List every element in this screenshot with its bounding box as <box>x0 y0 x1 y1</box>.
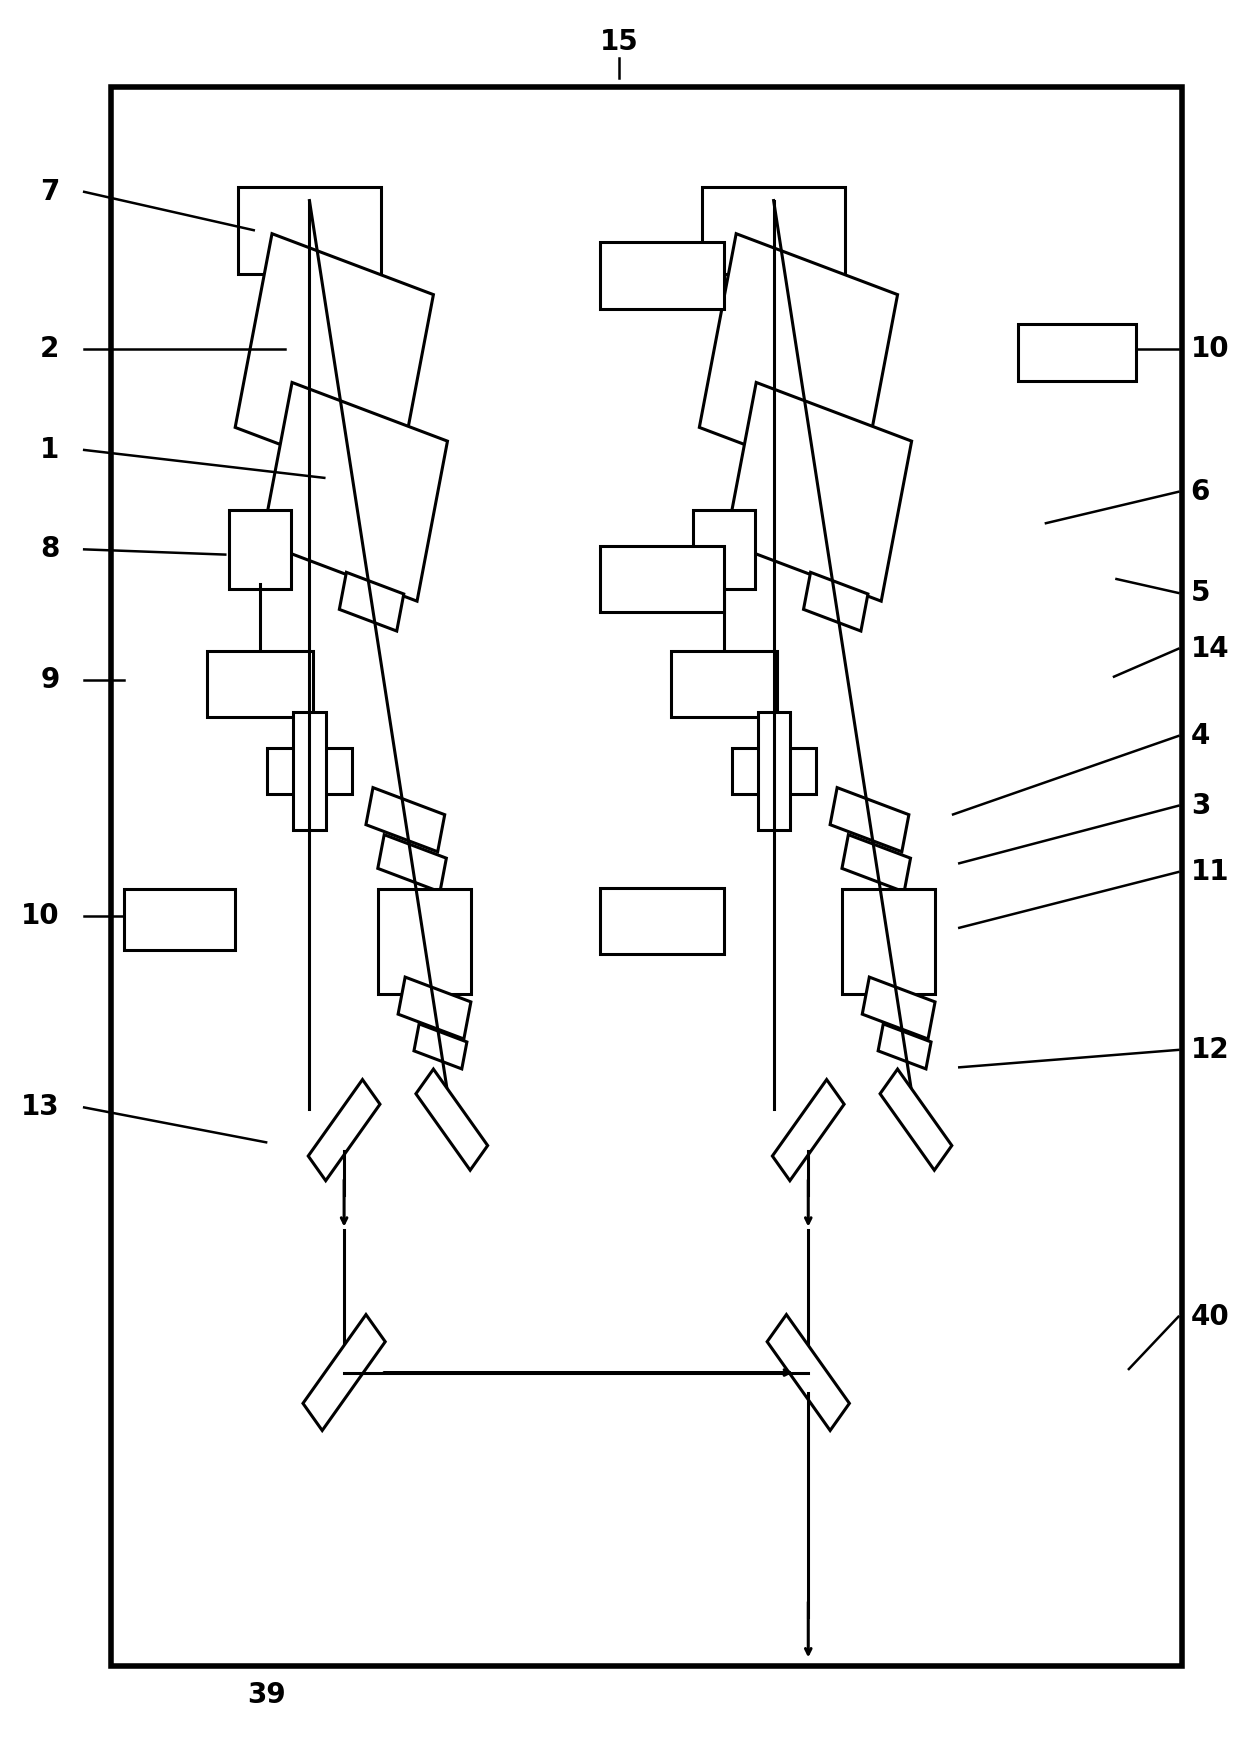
Text: 2: 2 <box>40 335 60 363</box>
Bar <box>414 1024 467 1069</box>
Bar <box>268 748 351 794</box>
Bar <box>229 509 291 588</box>
Text: 12: 12 <box>1190 1036 1229 1064</box>
Text: 8: 8 <box>40 535 60 563</box>
Bar <box>600 242 724 309</box>
Bar <box>112 87 1182 1666</box>
Text: 10: 10 <box>21 902 60 930</box>
Bar <box>415 1069 487 1170</box>
Text: 15: 15 <box>599 28 639 56</box>
Text: 11: 11 <box>1190 858 1229 886</box>
Bar <box>862 977 935 1039</box>
Bar <box>768 1315 849 1430</box>
Bar <box>294 712 326 830</box>
Text: 39: 39 <box>247 1681 285 1709</box>
Bar <box>758 712 790 830</box>
Bar <box>702 187 844 274</box>
Bar <box>207 651 312 717</box>
Bar <box>378 889 471 994</box>
Bar <box>804 572 868 631</box>
Bar <box>340 572 404 631</box>
Bar <box>842 835 910 891</box>
Text: 5: 5 <box>1190 579 1210 607</box>
Text: 3: 3 <box>1190 792 1210 820</box>
Bar <box>732 748 816 794</box>
Text: 1: 1 <box>40 436 60 464</box>
Text: 6: 6 <box>1190 478 1210 506</box>
Bar <box>693 509 755 588</box>
Bar <box>600 888 724 954</box>
Bar <box>725 382 911 602</box>
Bar <box>309 1080 379 1181</box>
Bar <box>262 382 448 602</box>
Text: 14: 14 <box>1190 635 1229 663</box>
Bar <box>830 788 909 851</box>
Bar <box>773 1080 844 1181</box>
Bar <box>878 1024 931 1069</box>
Bar <box>398 977 471 1039</box>
Text: 10: 10 <box>1190 335 1229 363</box>
Bar <box>366 788 445 851</box>
Text: 7: 7 <box>40 178 60 206</box>
Text: 4: 4 <box>1190 722 1210 750</box>
Bar <box>672 651 776 717</box>
Bar <box>236 234 434 488</box>
Bar <box>880 1069 952 1170</box>
Bar <box>303 1315 386 1430</box>
Text: 40: 40 <box>1190 1303 1230 1331</box>
Text: 13: 13 <box>21 1093 60 1121</box>
Bar <box>842 889 935 994</box>
Text: 9: 9 <box>40 666 60 694</box>
Bar <box>238 187 381 274</box>
Bar <box>600 546 724 612</box>
Bar <box>1018 323 1136 380</box>
Bar <box>378 835 446 891</box>
Bar <box>124 889 236 949</box>
Bar <box>699 234 898 488</box>
